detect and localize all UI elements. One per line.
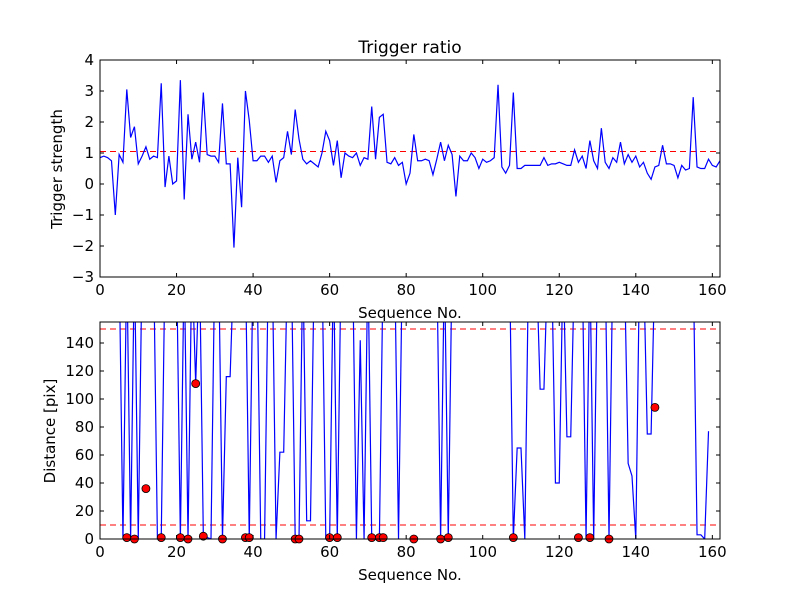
x-tick-label: 120	[545, 543, 574, 561]
y-tick-label: −1	[72, 206, 94, 224]
x-tick-label: 20	[167, 281, 186, 299]
data-point-marker	[650, 402, 660, 412]
y-tick-label: 120	[65, 362, 94, 380]
data-point-marker	[156, 533, 166, 542]
y-tick-label: 80	[75, 418, 94, 436]
y-axis-label: Trigger strength	[48, 109, 66, 230]
plot-area	[100, 80, 720, 248]
y-tick-label: 140	[65, 334, 94, 352]
x-tick-label: 0	[95, 543, 105, 561]
plot-title: Trigger ratio	[357, 38, 461, 58]
plot-area	[100, 322, 720, 539]
x-tick-label: 120	[545, 281, 574, 299]
data-point-marker	[141, 484, 151, 494]
y-tick-label: 3	[84, 82, 94, 100]
distance-plot: Sequence No. Distance [pix] 0 20 40 60 80 100…	[41, 321, 727, 584]
y-tick-label: 4	[84, 51, 94, 69]
y-tick-label: 60	[75, 446, 94, 464]
data-point-marker	[443, 533, 453, 542]
data-point-marker	[332, 533, 342, 542]
x-tick-label: 0	[95, 281, 105, 299]
y-tick-label: 40	[75, 474, 94, 492]
y-tick-label: −2	[72, 237, 94, 255]
x-tick-label: 140	[621, 281, 650, 299]
y-tick-label: 100	[65, 390, 94, 408]
x-axis-label: Sequence No.	[358, 304, 462, 322]
y-tick-label: 0	[84, 175, 94, 193]
x-tick-label: 40	[244, 543, 263, 561]
x-tick-label: 20	[167, 543, 186, 561]
axes-frame	[99, 59, 721, 278]
x-tick-label: 60	[320, 281, 339, 299]
y-tick-label: 1	[84, 144, 94, 162]
data-point-marker	[367, 533, 377, 542]
series-line-0	[100, 80, 720, 248]
axes-frame	[99, 321, 721, 540]
x-tick-label: 160	[698, 543, 727, 561]
x-axis-label: Sequence No.	[358, 566, 462, 584]
data-point-marker	[573, 533, 583, 542]
y-tick-label: 0	[84, 530, 94, 548]
trigger-ratio-plot: Trigger ratio Sequence No. Trigger stren…	[48, 38, 727, 322]
data-point-marker	[191, 379, 201, 389]
data-point-marker	[508, 533, 518, 542]
series-line-0	[119, 322, 710, 539]
y-axis-label: Distance [pix]	[41, 379, 59, 484]
data-point-marker	[585, 533, 595, 542]
data-point-marker	[244, 533, 254, 542]
data-point-marker	[122, 533, 132, 542]
y-tick-label: 20	[75, 502, 94, 520]
x-tick-label: 80	[397, 281, 416, 299]
x-tick-label: 80	[397, 543, 416, 561]
data-point-marker	[198, 531, 208, 541]
x-tick-label: 40	[244, 281, 263, 299]
data-point-marker	[175, 533, 185, 542]
x-tick-label: 60	[320, 543, 339, 561]
y-tick-label: 2	[84, 113, 94, 131]
x-tick-label: 100	[468, 281, 497, 299]
x-tick-label: 100	[468, 543, 497, 561]
y-tick-label: −3	[72, 268, 94, 286]
data-point-marker	[378, 533, 388, 542]
x-tick-label: 160	[698, 281, 727, 299]
x-tick-label: 140	[621, 543, 650, 561]
